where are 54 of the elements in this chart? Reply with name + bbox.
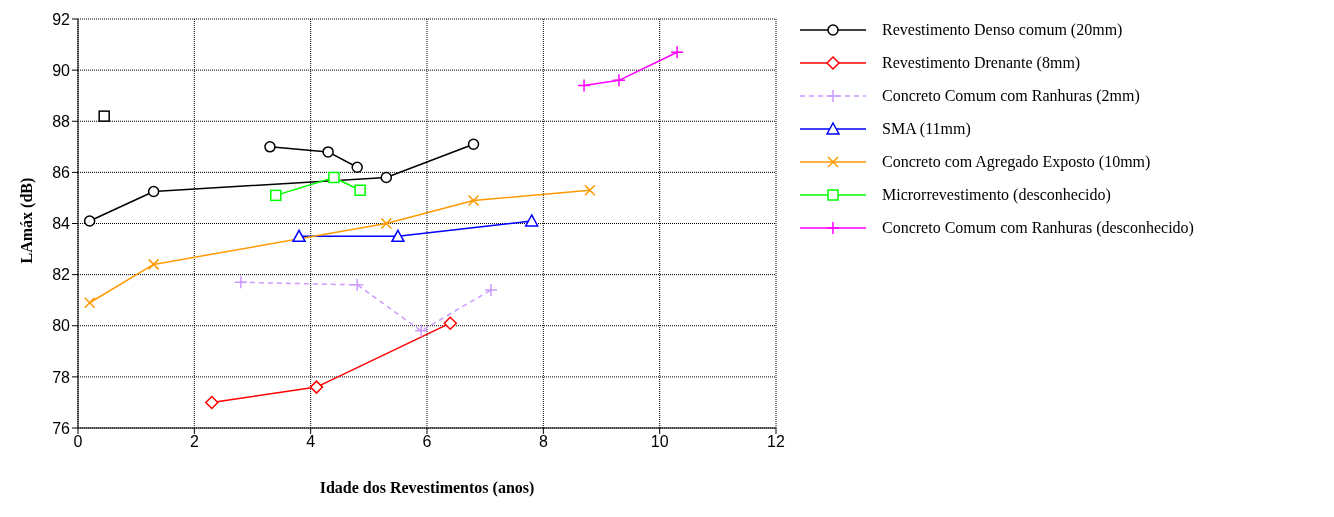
point	[147, 185, 160, 198]
point	[83, 215, 96, 227]
point	[584, 184, 596, 197]
y-tick-label: 82	[52, 266, 71, 284]
legend-label: Microrrevestimento (desconhecido)	[882, 185, 1111, 204]
y-axis-title: LAmáx (dB)	[17, 177, 36, 264]
x-tick-label: 0	[73, 433, 83, 451]
point	[380, 217, 393, 230]
point	[467, 138, 480, 151]
legend-label: Revestimento Drenante (8mm)	[882, 53, 1081, 72]
point	[270, 189, 282, 202]
point	[354, 184, 366, 197]
point	[577, 78, 591, 93]
y-tick-label: 88	[52, 112, 71, 130]
y-tick-label: 78	[52, 368, 71, 386]
point	[292, 229, 306, 243]
x-axis-title: Idade dos Revestimentos (anos)	[319, 479, 535, 497]
legend-label: Concreto com Agregado Exposto (10mm)	[882, 152, 1151, 171]
point	[443, 316, 458, 330]
point	[98, 110, 110, 122]
y-tick-label: 90	[52, 61, 71, 79]
x-tick-label: 8	[538, 433, 548, 451]
x-tick-label: 4	[306, 433, 316, 451]
legend-label: Concreto Comum com Ranhuras (desconhecido)	[882, 218, 1194, 237]
x-tick-label: 10	[650, 433, 669, 451]
point	[414, 324, 428, 338]
point	[264, 141, 276, 153]
y-tick-label: 86	[52, 164, 71, 182]
point	[147, 258, 160, 271]
point	[309, 380, 324, 394]
legend-label: SMA (11mm)	[882, 119, 971, 138]
point	[467, 194, 480, 207]
point	[83, 296, 96, 309]
y-tick-label: 80	[52, 317, 71, 335]
point	[328, 171, 340, 184]
point	[351, 161, 363, 174]
legend-label: Concreto Comum com Ranhuras (2mm)	[882, 86, 1140, 105]
point	[322, 146, 334, 158]
x-tick-label: 2	[189, 433, 199, 451]
x-tick-label: 12	[767, 433, 785, 451]
point	[391, 229, 405, 243]
point	[612, 73, 626, 88]
point	[234, 275, 248, 290]
point	[524, 214, 539, 227]
legend-label: Revestimento Denso comum (20mm)	[882, 20, 1123, 39]
point	[380, 171, 393, 184]
y-tick-label: 84	[52, 215, 71, 233]
x-tick-label: 6	[422, 433, 432, 451]
point	[670, 45, 684, 59]
y-tick-label: 92	[52, 10, 71, 28]
point	[350, 278, 364, 292]
y-tick-label: 76	[52, 419, 71, 437]
point	[205, 395, 219, 410]
point	[484, 283, 498, 297]
